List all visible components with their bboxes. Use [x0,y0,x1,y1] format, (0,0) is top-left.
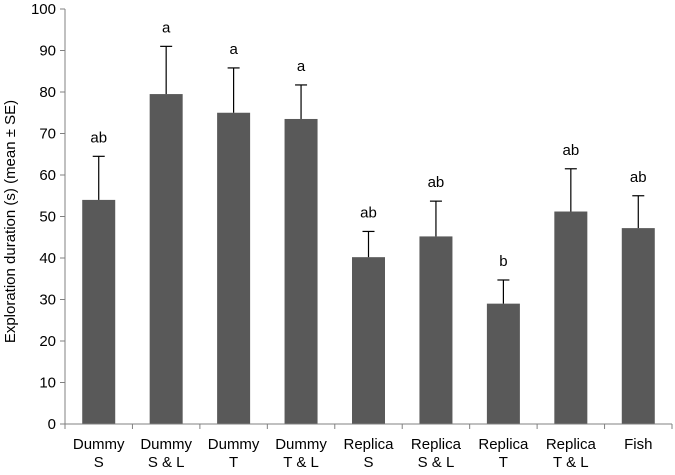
bar [621,228,655,424]
x-category-label: T [499,454,508,471]
x-category-label: T & L [283,454,319,471]
y-tick-label: 50 [39,209,56,226]
y-tick-label: 70 [39,126,56,143]
x-category-label: S [363,454,373,471]
y-tick-label: 80 [39,84,56,101]
x-category-label: Replica [343,436,394,453]
bar [149,94,183,424]
significance-label: ab [360,204,377,221]
x-category-label: T & L [553,454,589,471]
x-category-label: Replica [411,436,462,453]
significance-label: b [499,253,507,270]
y-tick-label: 40 [39,250,56,267]
bar [284,118,318,424]
significance-label: ab [428,174,445,191]
bar [554,211,588,424]
significance-label: a [162,19,171,36]
y-tick-label: 100 [31,1,56,18]
bar [486,303,520,424]
x-category-label: Dummy [208,436,260,453]
y-tick-label: 90 [39,43,56,60]
x-category-label: Dummy [275,436,327,453]
bars [82,94,655,424]
x-category-label: Fish [624,436,652,453]
bar [82,199,116,424]
significance-label: a [229,41,238,58]
bar [419,236,453,424]
x-category-label: S & L [418,454,455,471]
y-axis-title: Exploration duration (s) (mean ± SE) [2,100,19,343]
x-category-label: Replica [478,436,529,453]
y-tick-label: 0 [48,416,56,433]
significance-label: a [297,58,306,75]
error-bars [92,45,645,304]
bar [217,112,251,424]
x-category-label: T [229,454,238,471]
y-axis-ticks: 0 10 20 30 40 50 60 70 80 90 100 [31,1,673,433]
y-tick-label: 30 [39,292,56,309]
significance-label: ab [630,169,647,186]
y-tick-label: 60 [39,167,56,184]
x-category-label: Replica [546,436,597,453]
y-tick-label: 10 [39,375,56,392]
y-tick-label: 20 [39,333,56,350]
bar [352,257,385,424]
x-category-label: S & L [148,454,185,471]
x-category-label: S [94,454,104,471]
x-category-label: Dummy [140,436,192,453]
significance-labels: ab a a a ab ab b ab ab [90,19,646,270]
x-category-label: Dummy [73,436,125,453]
significance-label: ab [562,142,579,159]
significance-label: ab [90,129,107,146]
